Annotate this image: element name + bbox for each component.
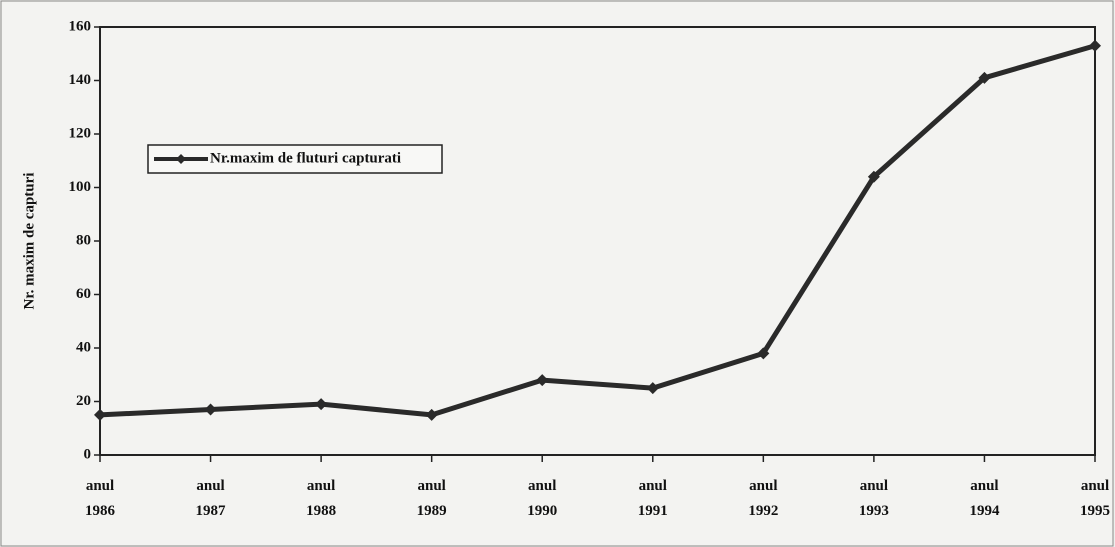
data-point (536, 374, 549, 387)
series-line (99, 43, 1096, 418)
data-point (1089, 39, 1101, 52)
legend-marker (176, 154, 186, 164)
x-tick-label: anul 1986 (85, 478, 116, 519)
data-point (757, 347, 770, 360)
x-tick-label: anul 1993 (859, 478, 889, 519)
data-point (978, 71, 991, 84)
y-tick-label: 60 (76, 286, 91, 302)
y-axis-label: Nr. maxim de capturi (21, 173, 37, 310)
y-tick-label: 120 (69, 125, 92, 141)
legend-label: Nr.maxim de fluturi capturati (210, 150, 401, 166)
x-tick-label: anul 1990 (527, 478, 557, 519)
x-tick-label: anul 1994 (969, 478, 1000, 519)
y-tick-label: 0 (84, 446, 92, 462)
y-tick-label: 40 (76, 339, 91, 355)
x-tick-label: anul 1992 (748, 478, 778, 519)
y-tick-label: 140 (69, 72, 92, 88)
data-point (315, 398, 328, 411)
y-tick-label: 80 (76, 232, 91, 248)
data-point (867, 170, 880, 183)
x-tick-label: anul 1991 (638, 478, 668, 519)
x-tick-label: anul 1987 (196, 478, 227, 519)
data-point (425, 408, 438, 421)
y-tick-label: 100 (69, 179, 92, 195)
data-point (94, 408, 106, 421)
data-point (646, 382, 659, 395)
y-tick-label: 160 (69, 18, 92, 34)
x-tick-label: anul 1988 (306, 478, 336, 519)
data-point (204, 403, 217, 416)
x-tick-label: anul 1989 (417, 478, 447, 519)
y-tick-label: 20 (76, 393, 91, 409)
x-tick-label: anul 1995 (1080, 478, 1110, 519)
